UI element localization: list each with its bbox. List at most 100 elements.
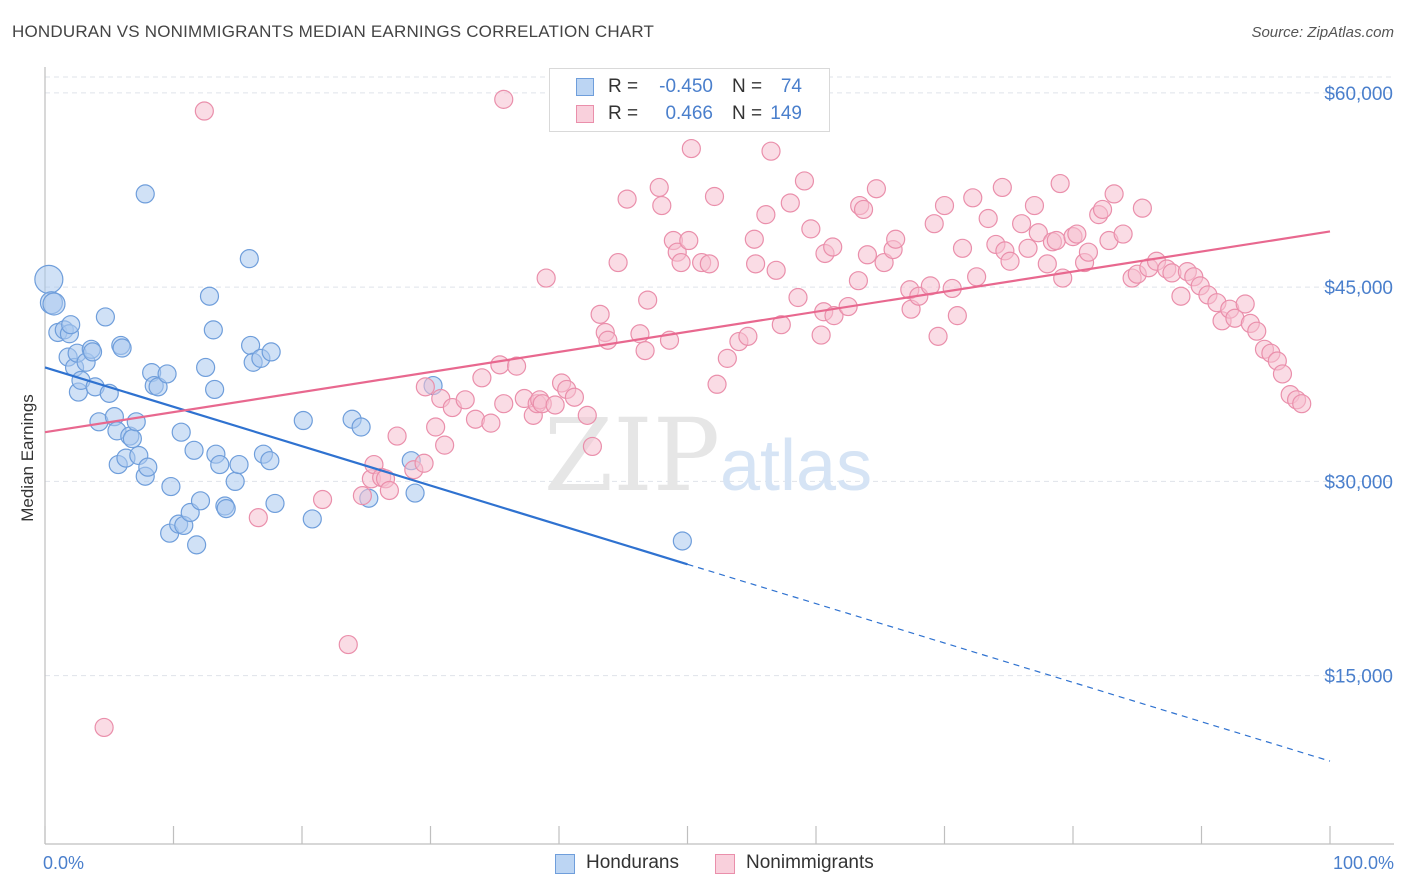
nonimmigrant-point xyxy=(649,177,669,198)
nonimmigrant-point xyxy=(635,341,655,361)
nonimmigrant-point xyxy=(652,195,672,216)
honduran-point xyxy=(61,315,81,335)
watermark-atlas: atlas xyxy=(720,426,872,506)
honduran-point xyxy=(34,264,64,294)
honduran-trend-line-extrapolated xyxy=(687,563,1331,762)
nonimmigrant-point xyxy=(771,315,791,335)
nonimmigrant-point xyxy=(717,348,737,368)
honduran-point xyxy=(126,412,146,432)
nonimmigrant-point xyxy=(780,193,800,213)
nonimmigrant-point xyxy=(952,238,973,258)
nonimmigrant-point xyxy=(704,186,725,207)
honduran-point xyxy=(205,379,225,400)
nonimmigrant-point xyxy=(494,89,514,109)
y-tick-label: $15,000 xyxy=(1324,667,1393,688)
nonimmigrant-point xyxy=(1050,173,1070,194)
honduran-point xyxy=(293,410,313,431)
nonimmigrant-point xyxy=(746,254,766,274)
nonimmigrant-point xyxy=(94,717,114,738)
nonimmigrant-point xyxy=(590,304,610,324)
source-label: Source: ZipAtlas.com xyxy=(1251,24,1394,41)
honduran-trend-line xyxy=(44,366,688,566)
nonimmigrant-point xyxy=(738,326,758,346)
honduran-point xyxy=(135,184,155,204)
legend-r-value: -0.450 xyxy=(659,76,713,97)
nonimmigrant-point xyxy=(1024,195,1045,216)
trend-lines xyxy=(44,230,1331,762)
nonimmigrant-point xyxy=(679,230,699,251)
honduran-point xyxy=(302,509,322,529)
nonimmigrant-point xyxy=(1132,198,1152,218)
nonimmigrant-point xyxy=(857,245,878,265)
nonimmigrant-point xyxy=(338,634,358,655)
nonimmigrant-point xyxy=(1028,223,1048,243)
correlation-legend: R = -0.450 N = 74 R = 0.466 N = 149 xyxy=(549,68,830,132)
nonimmigrant-point xyxy=(494,394,514,414)
legend-swatch-pink xyxy=(576,105,594,123)
nonimmigrant-point xyxy=(886,229,906,249)
nonimmigrant-point xyxy=(472,368,492,388)
nonimmigrant-point xyxy=(934,195,955,216)
chart-title: HONDURAN VS NONIMMIGRANTS MEDIAN EARNING… xyxy=(12,22,655,41)
honduran-point xyxy=(265,493,285,514)
nonimmigrant-point xyxy=(1092,199,1113,220)
nonimmigrant-point xyxy=(824,306,844,326)
nonimmigrant-point xyxy=(608,252,628,273)
nonimmigrant-point xyxy=(352,486,372,506)
nonimmigrant-point xyxy=(681,138,701,159)
nonimmigrant-point xyxy=(1235,294,1255,314)
nonimmigrant-point xyxy=(1104,184,1124,204)
nonimmigrant-point xyxy=(1171,286,1191,306)
nonimmigrant-point xyxy=(1000,251,1020,271)
nonimmigrant-point xyxy=(387,426,407,446)
nonimmigrant-point xyxy=(582,436,603,457)
nonimmigrant-point xyxy=(823,237,843,257)
nonimmigrant-point xyxy=(947,306,967,326)
nonimmigrant-point xyxy=(761,141,781,161)
nonimmigrant-point xyxy=(545,395,565,415)
honduran-point xyxy=(171,422,191,442)
honduran-point xyxy=(138,457,158,477)
nonimmigrant-point xyxy=(481,413,501,433)
nonimmigrant-point xyxy=(928,326,948,346)
nonimmigrant-point xyxy=(1046,230,1066,251)
nonimmigrant-point xyxy=(312,489,333,510)
honduran-point xyxy=(203,320,223,340)
honduran-point xyxy=(260,451,280,471)
nonimmigrant-point xyxy=(1037,254,1057,274)
nonimmigrant-point xyxy=(506,356,527,376)
nonimmigrant-point xyxy=(617,189,637,209)
nonimmigrant-point xyxy=(536,268,556,288)
bottom-legend-swatch-pink xyxy=(715,854,735,874)
honduran-point xyxy=(196,357,216,378)
nonimmigrant-point xyxy=(455,390,475,410)
honduran-point xyxy=(199,286,220,306)
honduran-point xyxy=(225,471,245,491)
axes xyxy=(44,67,1394,845)
honduran-point xyxy=(261,342,281,362)
nonimmigrant-point xyxy=(1011,214,1032,234)
nonimmigrant-point xyxy=(1067,224,1087,244)
nonimmigrants-points xyxy=(94,89,1312,738)
nonimmigrant-point xyxy=(415,377,435,397)
honduran-point xyxy=(190,491,211,511)
honduran-point xyxy=(122,429,142,449)
nonimmigrant-point xyxy=(194,101,214,121)
nonimmigrant-point xyxy=(490,355,510,375)
nonimmigrant-point xyxy=(992,177,1012,198)
nonimmigrant-point xyxy=(1272,364,1293,384)
nonimmigrant-point xyxy=(811,325,831,345)
honduran-point xyxy=(672,531,692,551)
bottom-legend-label: Nonimmigrants xyxy=(746,852,874,873)
nonimmigrant-point xyxy=(248,508,268,528)
nonimmigrant-point xyxy=(866,179,886,199)
nonimmigrant-point xyxy=(853,199,874,220)
nonimmigrant-point xyxy=(967,267,987,287)
legend-swatch-blue xyxy=(576,78,594,96)
legend-row-hondurans: R = -0.450 N = 74 xyxy=(550,74,829,100)
nonimmigrant-point xyxy=(707,374,727,394)
nonimmigrant-point xyxy=(564,387,585,407)
nonimmigrant-point xyxy=(766,260,786,280)
honduran-point xyxy=(42,292,66,316)
